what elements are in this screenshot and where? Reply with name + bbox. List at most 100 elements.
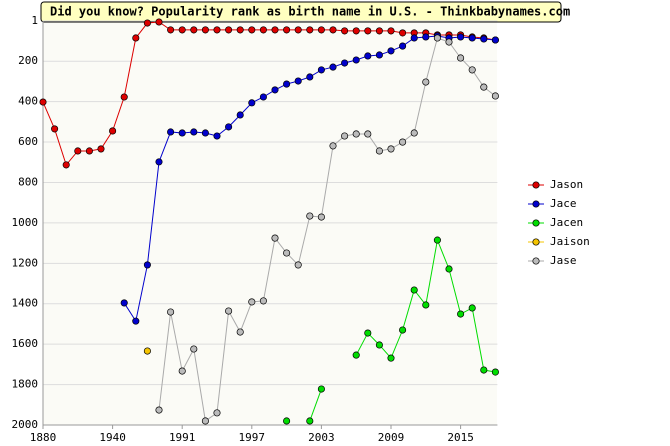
data-point <box>468 66 476 74</box>
data-point <box>190 345 198 353</box>
y-tick-label: 200 <box>18 54 38 67</box>
data-point <box>433 236 441 244</box>
data-point <box>294 77 302 85</box>
data-point <box>155 406 163 414</box>
data-point <box>364 130 372 138</box>
data-point <box>120 93 128 101</box>
data-point <box>329 63 337 71</box>
x-tick-label: 2015 <box>447 431 474 444</box>
data-point <box>387 47 395 55</box>
data-point <box>74 147 82 155</box>
data-point <box>248 99 256 107</box>
data-point <box>317 66 325 74</box>
data-point <box>457 310 465 318</box>
y-tick-label: 1400 <box>12 297 39 310</box>
legend-marker <box>532 238 540 246</box>
legend-label: Jaison <box>550 235 590 248</box>
data-point <box>225 307 233 315</box>
data-point <box>236 26 244 34</box>
data-point <box>132 317 140 325</box>
data-point <box>480 366 488 374</box>
legend-marker <box>532 219 540 227</box>
data-point <box>259 297 267 305</box>
data-point <box>364 27 372 35</box>
data-point <box>329 26 337 34</box>
data-point <box>445 38 453 46</box>
data-point <box>120 299 128 307</box>
data-point <box>259 26 267 34</box>
data-point <box>399 29 407 37</box>
data-point <box>85 147 93 155</box>
data-point <box>306 212 314 220</box>
data-point <box>410 129 418 137</box>
y-tick-label: 400 <box>18 95 38 108</box>
chart-title: Did you know? Popularity rank as birth n… <box>50 5 570 19</box>
data-point <box>480 35 488 43</box>
data-point <box>190 128 198 136</box>
data-point <box>167 128 175 136</box>
x-tick-label: 1880 <box>30 431 57 444</box>
data-point <box>201 129 209 137</box>
data-point <box>410 34 418 42</box>
y-tick-label: 1000 <box>12 216 39 229</box>
data-point <box>422 78 430 86</box>
data-point <box>132 34 140 42</box>
legend-marker <box>532 257 540 265</box>
data-point <box>352 351 360 359</box>
data-point <box>155 18 163 26</box>
y-tick-label: 1800 <box>12 378 39 391</box>
data-point <box>306 73 314 81</box>
data-point <box>271 234 279 242</box>
data-point <box>39 98 47 106</box>
data-point <box>213 26 221 34</box>
data-point <box>248 298 256 306</box>
data-point <box>294 261 302 269</box>
x-tick-label: 1991 <box>169 431 196 444</box>
x-tick-label: 1940 <box>99 431 126 444</box>
series-line <box>42 21 496 166</box>
data-point <box>433 34 441 42</box>
data-point <box>259 93 267 101</box>
y-tick-label: 1 <box>31 14 38 27</box>
data-point <box>364 52 372 60</box>
x-tick-label: 2009 <box>378 431 405 444</box>
data-point <box>399 138 407 146</box>
data-point <box>468 304 476 312</box>
legend-label: Jase <box>550 254 577 267</box>
data-point <box>109 127 117 135</box>
data-point <box>375 51 383 59</box>
data-point <box>167 308 175 316</box>
data-point <box>317 385 325 393</box>
data-point <box>283 249 291 257</box>
title-box <box>40 1 562 23</box>
data-point <box>387 27 395 35</box>
data-point <box>178 367 186 375</box>
data-point <box>306 417 314 425</box>
data-point <box>143 19 151 27</box>
data-point <box>143 347 151 355</box>
data-point <box>457 33 465 41</box>
data-point <box>341 132 349 140</box>
data-point <box>317 213 325 221</box>
data-point <box>341 59 349 67</box>
data-point <box>375 341 383 349</box>
legend-label: Jason <box>550 178 583 191</box>
data-point <box>491 36 499 44</box>
data-point <box>97 145 105 153</box>
data-point <box>283 80 291 88</box>
data-point <box>51 125 59 133</box>
data-point <box>399 42 407 50</box>
data-point <box>178 129 186 137</box>
data-point <box>445 265 453 273</box>
data-point <box>283 417 291 425</box>
data-point <box>201 26 209 34</box>
data-point <box>201 417 209 425</box>
data-point <box>352 56 360 64</box>
data-point <box>225 123 233 131</box>
data-point <box>167 26 175 34</box>
data-point <box>271 86 279 94</box>
data-point <box>468 34 476 42</box>
data-point <box>491 92 499 100</box>
data-point <box>387 145 395 153</box>
